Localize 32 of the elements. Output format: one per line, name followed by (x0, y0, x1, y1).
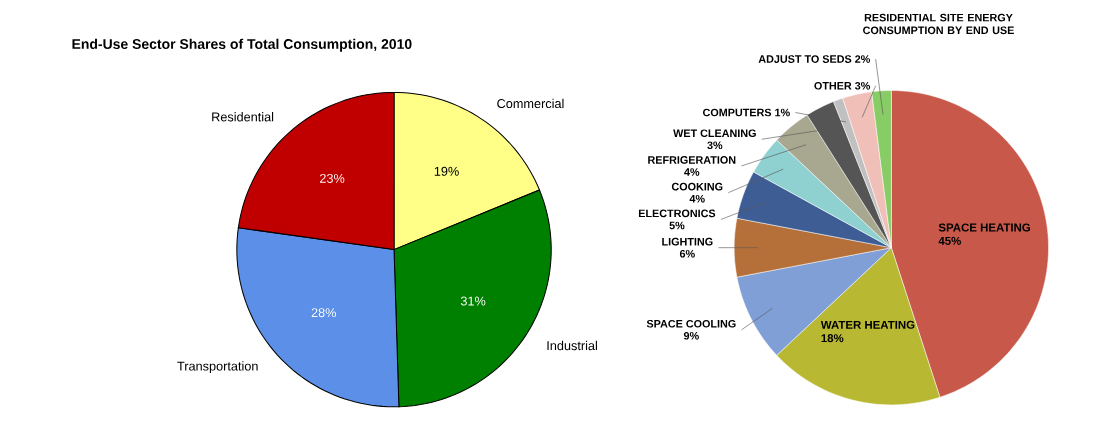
data-label: 3% (854, 82, 871, 90)
data-label: 23% (320, 173, 345, 183)
chart-title: RESIDENTIAL SITE ENERGY CONSUMPTION BY END USE (863, 13, 1014, 35)
data-label: 4% (684, 168, 700, 176)
data-label: 5% (669, 221, 685, 230)
data-label: 6% (679, 249, 695, 258)
chart-title: End-Use Sector Shares of Total Consumption, 2010 (72, 38, 412, 52)
data-label: 2% (855, 55, 871, 63)
data-label: 18% (821, 334, 844, 343)
slice-label: LIGHTING (662, 237, 713, 246)
data-label: 31% (460, 296, 486, 306)
data-label: 3% (707, 141, 723, 150)
data-label: 9% (683, 332, 699, 340)
slice-label: WET CLEANING (673, 129, 756, 138)
data-label: 19% (434, 166, 459, 176)
slice-label: Transportation (177, 361, 258, 374)
slice-label: WATER HEATING (820, 320, 915, 329)
data-label: 1% (775, 108, 790, 117)
slice-label: ELECTRONICS (638, 209, 716, 218)
slice-label: ADJUST TO SEDS (758, 55, 852, 63)
slice-label: SPACE HEATING (938, 223, 1031, 232)
slice-label: COMPUTERS (703, 108, 772, 117)
slice-label: Industrial (547, 340, 597, 351)
data-label: 45% (938, 236, 961, 245)
data-label: 28% (311, 308, 337, 318)
slice-label: COOKING (671, 182, 723, 191)
slice-label: OTHER (814, 82, 852, 90)
data-label: 4% (689, 194, 705, 203)
slice-label: Commercial (497, 98, 564, 109)
slice-label: REFRIGERATION (648, 156, 736, 164)
slice-label: Residential (212, 112, 274, 122)
slice-label: SPACE COOLING (646, 319, 736, 328)
